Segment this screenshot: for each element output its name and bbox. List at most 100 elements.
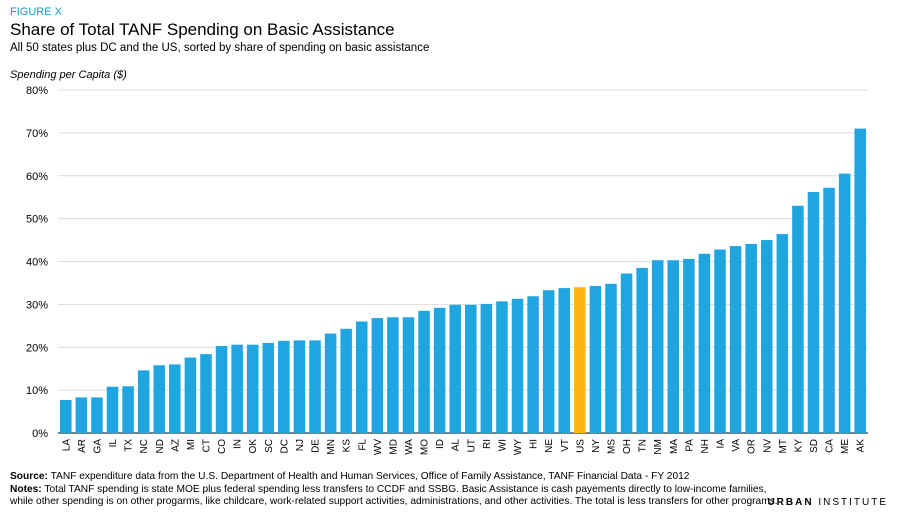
bar-ne: [542, 290, 555, 433]
bar-nj: [293, 340, 306, 433]
x-tick-label-fl: FL: [357, 439, 368, 451]
x-tick-label-wi: WI: [497, 439, 508, 451]
bar-ma: [667, 260, 680, 433]
x-tick-label-ut: UT: [466, 439, 477, 452]
bar-al: [449, 304, 461, 433]
x-tick-label-ms: MS: [606, 439, 617, 454]
x-tick-label-in: IN: [233, 439, 244, 449]
bar-id: [433, 307, 446, 433]
bar-ia: [714, 249, 726, 433]
bar-sc: [262, 342, 275, 433]
bar-la: [60, 399, 72, 433]
brand-rest: INSTITUTE: [813, 497, 888, 508]
x-tick-label-us: US: [575, 439, 586, 453]
source-line: Source: TANF expenditure data from the U…: [10, 471, 780, 484]
bar-ok: [246, 344, 259, 433]
bar-nc: [137, 370, 150, 433]
x-tick-label-vt: VT: [560, 439, 571, 452]
x-tick-label-sc: SC: [264, 439, 275, 453]
x-tick-label-mt: MT: [778, 439, 789, 453]
bar-wa: [402, 317, 415, 433]
bar-tn: [636, 267, 648, 433]
x-tick-label-md: MD: [388, 439, 399, 455]
bar-wi: [496, 301, 508, 433]
bar-ms: [605, 283, 617, 433]
bar-ky: [792, 205, 804, 433]
x-tick-label-tn: TN: [638, 439, 649, 452]
y-tick-label: 0%: [32, 428, 48, 440]
bar-va: [729, 246, 742, 433]
x-tick-label-ar: AR: [77, 439, 88, 453]
x-tick-label-ga: GA: [92, 439, 103, 454]
bar-ar: [75, 397, 88, 433]
bar-or: [745, 243, 757, 433]
bar-hi: [527, 296, 539, 433]
x-tick-label-mn: MN: [326, 439, 337, 455]
bar-chart: 0% 10% 20% 30% 40% 50% 60% 70% 80% LA AR GA IL TX NC N…: [26, 85, 868, 456]
x-tick-label-wv: WV: [373, 439, 384, 455]
bar-nv: [760, 240, 773, 433]
bar-ak: [854, 128, 866, 433]
bar-vt: [558, 288, 571, 433]
x-tick-label-ks: KS: [342, 439, 353, 453]
bar-ri: [480, 303, 493, 433]
bar-nm: [651, 260, 664, 433]
y-tick-label: 20%: [26, 342, 48, 354]
bar-wv: [371, 318, 384, 433]
bar-dc: [278, 340, 290, 433]
x-tick-label-va: VA: [731, 439, 742, 452]
y-tick-label: 50%: [26, 214, 48, 226]
bar-fl: [355, 321, 368, 433]
x-tick-label-ok: OK: [248, 439, 259, 454]
bar-tx: [122, 386, 134, 433]
x-tick-label-pa: PA: [684, 439, 695, 452]
x-tick-label-ny: NY: [591, 439, 602, 453]
bar-de: [309, 340, 321, 433]
y-axis-label: Spending per Capita ($): [10, 69, 127, 81]
bar-wy: [511, 298, 524, 433]
x-tick-label-tx: TX: [124, 439, 135, 452]
bar-us: [574, 287, 586, 433]
x-tick-label-ma: MA: [669, 439, 680, 454]
bar-sd: [807, 192, 820, 433]
x-tick-label-id: ID: [435, 439, 446, 449]
x-tick-label-nv: NV: [762, 439, 773, 453]
x-tick-label-il: IL: [108, 439, 119, 448]
chart-subtitle: All 50 states plus DC and the US, sorted…: [10, 42, 430, 54]
bar-md: [387, 317, 399, 433]
x-tick-label-nd: ND: [155, 439, 166, 453]
x-tick-label-wa: WA: [404, 439, 415, 455]
x-tick-label-ca: CA: [825, 439, 836, 453]
x-tick-label-la: LA: [61, 439, 72, 452]
x-tick-label-nj: NJ: [295, 439, 306, 451]
y-tick-label: 10%: [26, 385, 48, 397]
x-tick-label-ia: IA: [716, 439, 727, 449]
bar-me: [838, 173, 851, 433]
y-tick-labels: 0% 10% 20% 30% 40% 50% 60% 70% 80%: [26, 85, 48, 440]
bar-pa: [683, 258, 695, 433]
x-tick-labels: LA AR GA IL TX NC ND AZ MI CT CO IN OK SC DC NJ DE MN KS FL…: [61, 439, 866, 456]
bar-mo: [418, 310, 430, 433]
bar-mt: [776, 234, 789, 433]
x-tick-label-co: CO: [217, 439, 228, 454]
bar-mn: [324, 333, 337, 433]
brand-bold: URBAN: [767, 497, 814, 508]
x-tick-label-ak: AK: [856, 439, 867, 453]
x-tick-label-nc: NC: [139, 439, 150, 453]
x-tick-label-nh: NH: [700, 439, 711, 453]
chart-notes: Source: TANF expenditure data from the U…: [10, 471, 780, 509]
x-tick-label-ne: NE: [544, 439, 555, 453]
x-tick-label-me: ME: [840, 439, 851, 454]
bar-ks: [340, 328, 352, 433]
x-tick-label-al: AL: [451, 439, 462, 452]
x-tick-label-ky: KY: [793, 439, 804, 453]
x-tick-label-ct: CT: [201, 439, 212, 452]
bars: [60, 128, 866, 433]
notes-text: Total TANF spending is state MOE plus fe…: [10, 483, 778, 508]
bar-in: [231, 344, 243, 433]
x-tick-label-sd: SD: [809, 439, 820, 453]
x-tick-label-dc: DC: [279, 439, 290, 453]
bar-il: [106, 386, 119, 433]
bar-co: [215, 345, 228, 433]
bar-mi: [184, 357, 197, 433]
